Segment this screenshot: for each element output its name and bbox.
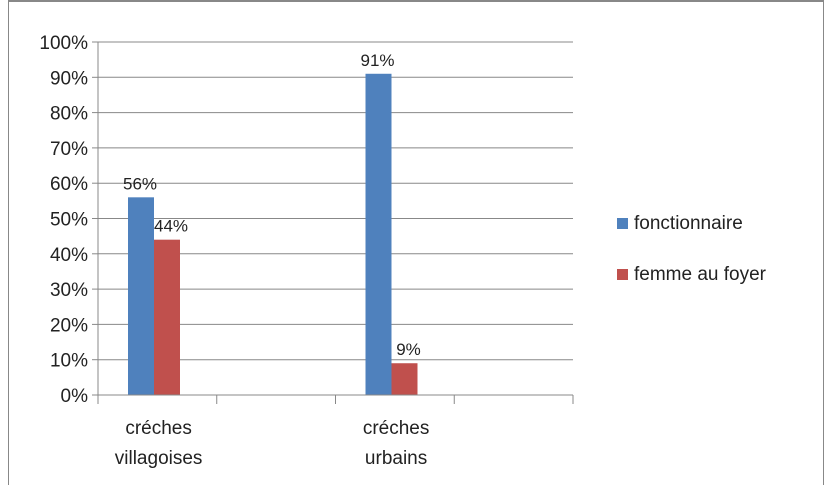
x-axis	[97, 394, 574, 404]
legend-swatch	[617, 218, 628, 229]
legend: fonctionnaire femme au foyer	[617, 213, 767, 285]
bars	[128, 73, 418, 396]
data-label: 9%	[396, 340, 421, 359]
data-labels: 56% 44% 91% 9%	[123, 51, 421, 359]
category-label: villagoises	[115, 448, 203, 469]
y-tick-label: 80%	[50, 104, 88, 125]
y-axis-tick-labels: 0% 10% 20% 30% 40% 50% 60% 70% 80% 90% 100%	[39, 33, 88, 407]
bar-fonctionnaire-1	[365, 73, 392, 396]
y-tick-label: 10%	[50, 351, 88, 372]
category-label: créches	[125, 418, 192, 439]
bar-fonctionnaire-0	[128, 197, 154, 395]
bar-femme-au-foyer-0	[154, 239, 180, 395]
y-tick-label: 30%	[50, 280, 88, 301]
legend-label: femme au foyer	[634, 264, 767, 285]
y-tick-label: 90%	[50, 68, 88, 89]
chart-frame	[8, 0, 824, 485]
data-label: 56%	[123, 174, 157, 193]
data-label: 91%	[360, 51, 394, 70]
y-tick-label: 40%	[50, 245, 88, 266]
category-label: créches	[363, 418, 430, 439]
y-tick-label: 60%	[50, 174, 88, 195]
y-tick-label: 50%	[50, 210, 88, 231]
bar-femme-au-foyer-1	[391, 363, 418, 395]
data-label: 44%	[154, 217, 188, 236]
category-label: urbains	[365, 448, 427, 469]
legend-label: fonctionnaire	[634, 213, 743, 234]
y-tick-label: 70%	[50, 139, 88, 160]
legend-swatch	[617, 269, 628, 280]
y-tick-label: 0%	[61, 386, 89, 407]
y-tick-label: 20%	[50, 315, 88, 336]
y-tick-label: 100%	[39, 33, 88, 54]
category-labels: créches villagoises créches urbains	[115, 418, 430, 469]
